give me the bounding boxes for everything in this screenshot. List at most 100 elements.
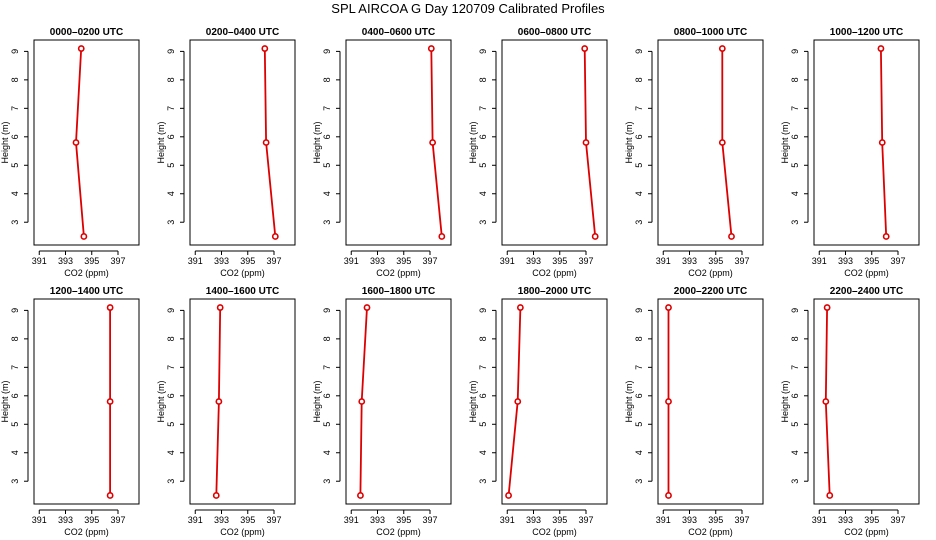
plot-frame bbox=[33, 298, 140, 505]
y-tick-label: 6 bbox=[10, 393, 20, 398]
panel-title: 1000–1200 UTC bbox=[830, 27, 903, 38]
y-tick-label: 9 bbox=[634, 308, 644, 313]
x-tick-label: 393 bbox=[526, 256, 541, 266]
y-tick-label: 8 bbox=[322, 336, 332, 341]
data-point bbox=[877, 45, 885, 52]
panel-title: 0400–0600 UTC bbox=[362, 27, 435, 38]
y-tick-label: 4 bbox=[634, 450, 644, 455]
x-tick-label: 395 bbox=[552, 256, 567, 266]
y-tick-label: 4 bbox=[790, 191, 800, 196]
x-tick-label: 393 bbox=[526, 515, 541, 525]
plot-frame bbox=[189, 39, 296, 246]
data-point bbox=[665, 492, 672, 499]
y-tick-label: 4 bbox=[790, 450, 800, 455]
data-point bbox=[582, 139, 590, 146]
y-tick-label: 8 bbox=[634, 77, 644, 82]
y-tick-label: 7 bbox=[166, 365, 176, 370]
y-tick-label: 3 bbox=[790, 479, 800, 484]
data-point bbox=[427, 45, 435, 52]
y-tick-label: 4 bbox=[322, 450, 332, 455]
y-tick-label: 4 bbox=[166, 191, 176, 196]
plot-frame bbox=[501, 298, 608, 505]
x-tick-label: 397 bbox=[734, 515, 749, 525]
data-point bbox=[358, 398, 366, 405]
x-tick-label: 391 bbox=[812, 515, 827, 525]
y-tick-label: 4 bbox=[322, 191, 332, 196]
y-tick-label: 6 bbox=[790, 393, 800, 398]
data-point bbox=[514, 398, 522, 405]
data-point bbox=[823, 304, 831, 311]
y-axis-label: Height (m) bbox=[312, 121, 322, 163]
figure-title: SPL AIRCOA G Day 120709 Calibrated Profi… bbox=[331, 1, 605, 16]
y-tick-label: 5 bbox=[478, 163, 488, 168]
x-axis-label: CO2 (ppm) bbox=[220, 527, 265, 537]
x-tick-label: 391 bbox=[812, 256, 827, 266]
y-tick-label: 9 bbox=[634, 49, 644, 54]
data-point bbox=[212, 492, 220, 499]
data-point bbox=[665, 304, 672, 311]
y-tick-label: 3 bbox=[634, 220, 644, 225]
x-tick-label: 391 bbox=[32, 515, 47, 525]
x-tick-label: 397 bbox=[578, 515, 593, 525]
x-tick-label: 397 bbox=[110, 515, 125, 525]
y-tick-label: 6 bbox=[166, 134, 176, 139]
data-point bbox=[429, 139, 437, 146]
y-tick-label: 6 bbox=[634, 393, 644, 398]
y-tick-label: 7 bbox=[10, 106, 20, 111]
x-axis-label: CO2 (ppm) bbox=[688, 268, 733, 278]
y-tick-label: 7 bbox=[166, 106, 176, 111]
x-tick-label: 391 bbox=[344, 515, 359, 525]
y-tick-label: 5 bbox=[10, 422, 20, 427]
y-tick-label: 7 bbox=[790, 365, 800, 370]
x-tick-label: 397 bbox=[890, 256, 905, 266]
x-tick-label: 391 bbox=[188, 515, 203, 525]
x-tick-label: 391 bbox=[656, 256, 671, 266]
y-tick-label: 7 bbox=[322, 106, 332, 111]
y-tick-label: 5 bbox=[166, 422, 176, 427]
data-point bbox=[438, 233, 446, 240]
data-point bbox=[262, 139, 270, 146]
y-tick-label: 6 bbox=[322, 393, 332, 398]
x-tick-label: 395 bbox=[240, 515, 255, 525]
plot-frame bbox=[345, 298, 452, 505]
x-tick-label: 397 bbox=[890, 515, 905, 525]
x-tick-label: 393 bbox=[838, 256, 853, 266]
plot-frame bbox=[657, 298, 764, 505]
y-tick-label: 3 bbox=[634, 479, 644, 484]
x-tick-label: 393 bbox=[682, 256, 697, 266]
y-tick-label: 5 bbox=[634, 163, 644, 168]
y-tick-label: 8 bbox=[790, 336, 800, 341]
y-tick-label: 9 bbox=[322, 308, 332, 313]
y-tick-label: 3 bbox=[166, 220, 176, 225]
y-tick-label: 9 bbox=[478, 308, 488, 313]
x-tick-label: 391 bbox=[500, 256, 515, 266]
x-tick-label: 397 bbox=[110, 256, 125, 266]
data-point bbox=[718, 45, 726, 52]
x-tick-label: 397 bbox=[578, 256, 593, 266]
panel-title: 2200–2400 UTC bbox=[830, 286, 903, 297]
x-tick-label: 397 bbox=[266, 256, 281, 266]
plot-frame bbox=[501, 39, 608, 246]
x-axis-label: CO2 (ppm) bbox=[64, 268, 109, 278]
plot-frame bbox=[345, 39, 452, 246]
x-tick-label: 397 bbox=[422, 256, 437, 266]
y-tick-label: 8 bbox=[166, 336, 176, 341]
data-point bbox=[106, 492, 114, 499]
y-tick-label: 9 bbox=[790, 49, 800, 54]
x-tick-label: 397 bbox=[266, 515, 281, 525]
y-axis-label: Height (m) bbox=[156, 380, 166, 422]
x-tick-label: 395 bbox=[708, 256, 723, 266]
y-tick-label: 7 bbox=[478, 106, 488, 111]
x-tick-label: 397 bbox=[422, 515, 437, 525]
x-tick-label: 393 bbox=[370, 515, 385, 525]
y-tick-label: 5 bbox=[322, 163, 332, 168]
y-tick-label: 5 bbox=[790, 163, 800, 168]
y-tick-label: 6 bbox=[634, 134, 644, 139]
y-tick-label: 9 bbox=[10, 49, 20, 54]
y-tick-label: 3 bbox=[478, 479, 488, 484]
